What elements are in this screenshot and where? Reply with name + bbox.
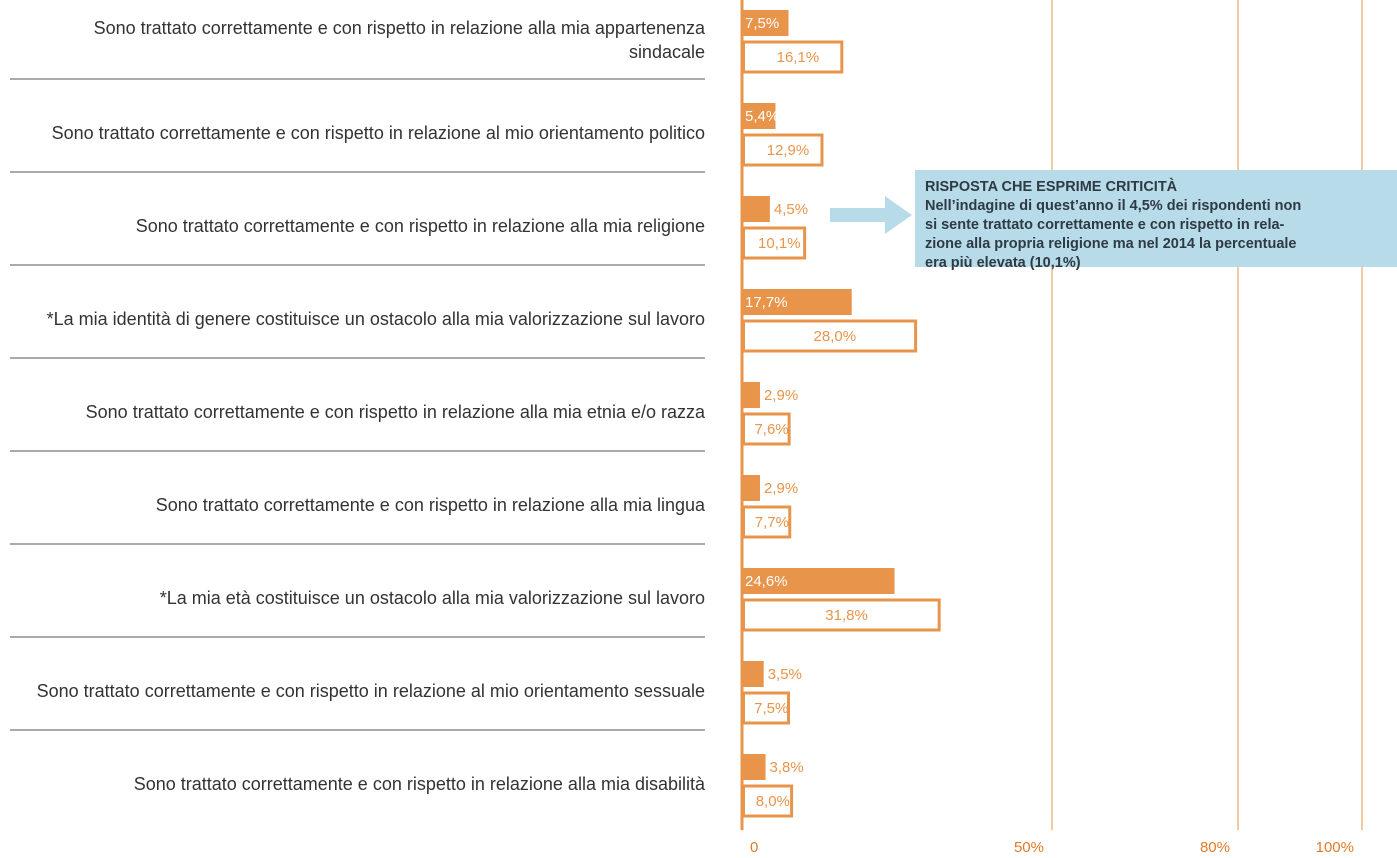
value-label: 2,9%: [764, 387, 798, 404]
arrow: [830, 196, 912, 234]
category-label: Sono trattato correttamente e con rispet…: [51, 123, 705, 143]
value-label: 7,7%: [755, 514, 789, 531]
value-label: 7,5%: [754, 700, 788, 717]
annotation-line: Nell’indagine di quest’anno il 4,5% dei …: [925, 198, 1302, 214]
value-label: 3,5%: [768, 666, 802, 683]
category-label: *La mia età costituisce un ostacolo alla…: [159, 588, 705, 608]
x-tick-label: 0: [750, 839, 758, 856]
bar: [742, 133, 824, 167]
value-label: 12,9%: [767, 142, 810, 159]
x-tick-label: 100%: [1316, 839, 1354, 856]
category-label: Sono trattato correttamente e con rispet…: [36, 681, 705, 701]
category-label: Sono trattato correttamente e con rispet…: [155, 495, 705, 515]
bar: [742, 661, 764, 687]
value-label: 2,9%: [764, 480, 798, 497]
bar: [742, 568, 895, 594]
bar: [742, 475, 760, 501]
value-label: 4,5%: [774, 201, 808, 218]
bar: [742, 412, 791, 446]
category-label: Sono trattato correttamente e con rispet…: [85, 402, 705, 422]
value-label: 16,1%: [777, 49, 820, 66]
category-label: Sono trattato correttamente e con rispet…: [93, 18, 705, 62]
x-tick-label: 50%: [1014, 839, 1044, 856]
value-label: 3,8%: [770, 759, 804, 776]
bar: [742, 196, 770, 222]
category-label: *La mia identità di genere costituisce u…: [46, 309, 705, 329]
bar: [742, 784, 794, 818]
annotation-line: zione alla propria religione ma nel 2014…: [925, 236, 1297, 252]
value-label: 7,5%: [745, 15, 779, 32]
bar: [742, 319, 918, 353]
annotation: RISPOSTA CHE ESPRIME CRITICITÀ Nell’inda…: [915, 170, 1397, 271]
bar: [742, 382, 760, 408]
bar: [742, 40, 844, 74]
annotation-line: si sente trattato correttamente e con ri…: [925, 217, 1285, 233]
value-label: 28,0%: [814, 328, 857, 345]
bar: [742, 691, 790, 725]
x-tick-label: 80%: [1200, 839, 1230, 856]
value-label: 5,4%: [745, 108, 779, 125]
value-label: 31,8%: [825, 607, 868, 624]
value-label: 10,1%: [758, 235, 801, 252]
annotation-line: era più elevata (10,1%): [925, 255, 1081, 271]
category-label: Sono trattato correttamente e con rispet…: [135, 216, 705, 236]
bar: [742, 598, 941, 632]
annotation-title: RISPOSTA CHE ESPRIME CRITICITÀ: [925, 179, 1178, 195]
bar: [742, 103, 776, 129]
value-label: 24,6%: [745, 573, 788, 590]
bar: [742, 505, 792, 539]
value-label: 7,6%: [754, 421, 788, 438]
bar: [742, 10, 789, 36]
bar: [742, 289, 852, 315]
bar: [742, 226, 807, 260]
value-label: 8,0%: [756, 793, 790, 810]
category-label: Sono trattato correttamente e con rispet…: [133, 774, 705, 794]
bar: [742, 754, 766, 780]
value-label: 17,7%: [745, 294, 788, 311]
